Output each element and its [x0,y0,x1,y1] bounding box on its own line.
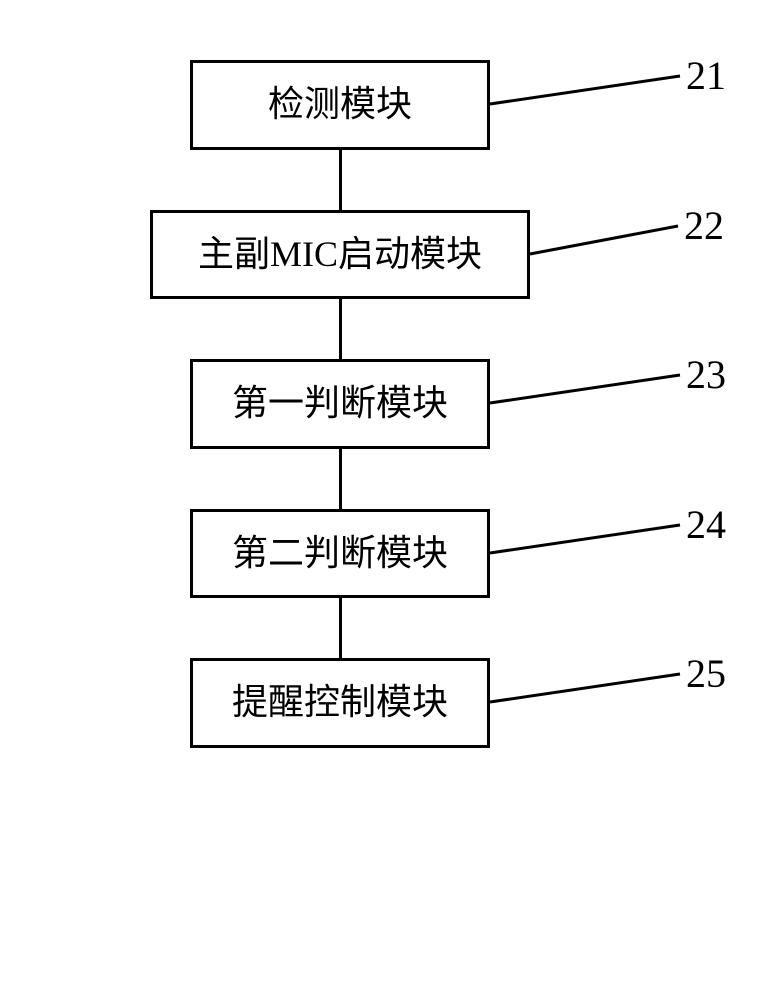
flow-row: 第二判断模块24 [90,509,590,599]
flow-row: 检测模块21 [90,60,590,150]
leader-line [488,373,682,405]
flow-box-n4: 第二判断模块 [190,509,490,599]
flow-label-n2: 22 [684,202,724,249]
flow-row: 第一判断模块23 [90,359,590,449]
flow-box-n5: 提醒控制模块 [190,658,490,748]
flow-label-n1: 21 [686,52,726,99]
leader-line [488,672,682,704]
flow-box-n3: 第一判断模块 [190,359,490,449]
flow-row: 提醒控制模块25 [90,658,590,748]
connector [339,598,342,658]
flow-box-n1: 检测模块 [190,60,490,150]
connector [339,449,342,509]
leader-line [528,224,680,256]
leader-line [488,74,682,106]
flow-column: 检测模块21 主副MIC启动模块22 第一判断模块23 第二判断模块24 提醒控制模块2… [90,60,590,748]
flow-label-n4: 24 [686,501,726,548]
flow-box-n2: 主副MIC启动模块 [150,210,530,300]
flow-label-n5: 25 [686,650,726,697]
leader-line [488,523,682,555]
connector [339,150,342,210]
flow-diagram: 检测模块21 主副MIC启动模块22 第一判断模块23 第二判断模块24 提醒控制模块2… [90,60,670,748]
connector [339,299,342,359]
flow-label-n3: 23 [686,351,726,398]
flow-row: 主副MIC启动模块22 [90,210,590,300]
